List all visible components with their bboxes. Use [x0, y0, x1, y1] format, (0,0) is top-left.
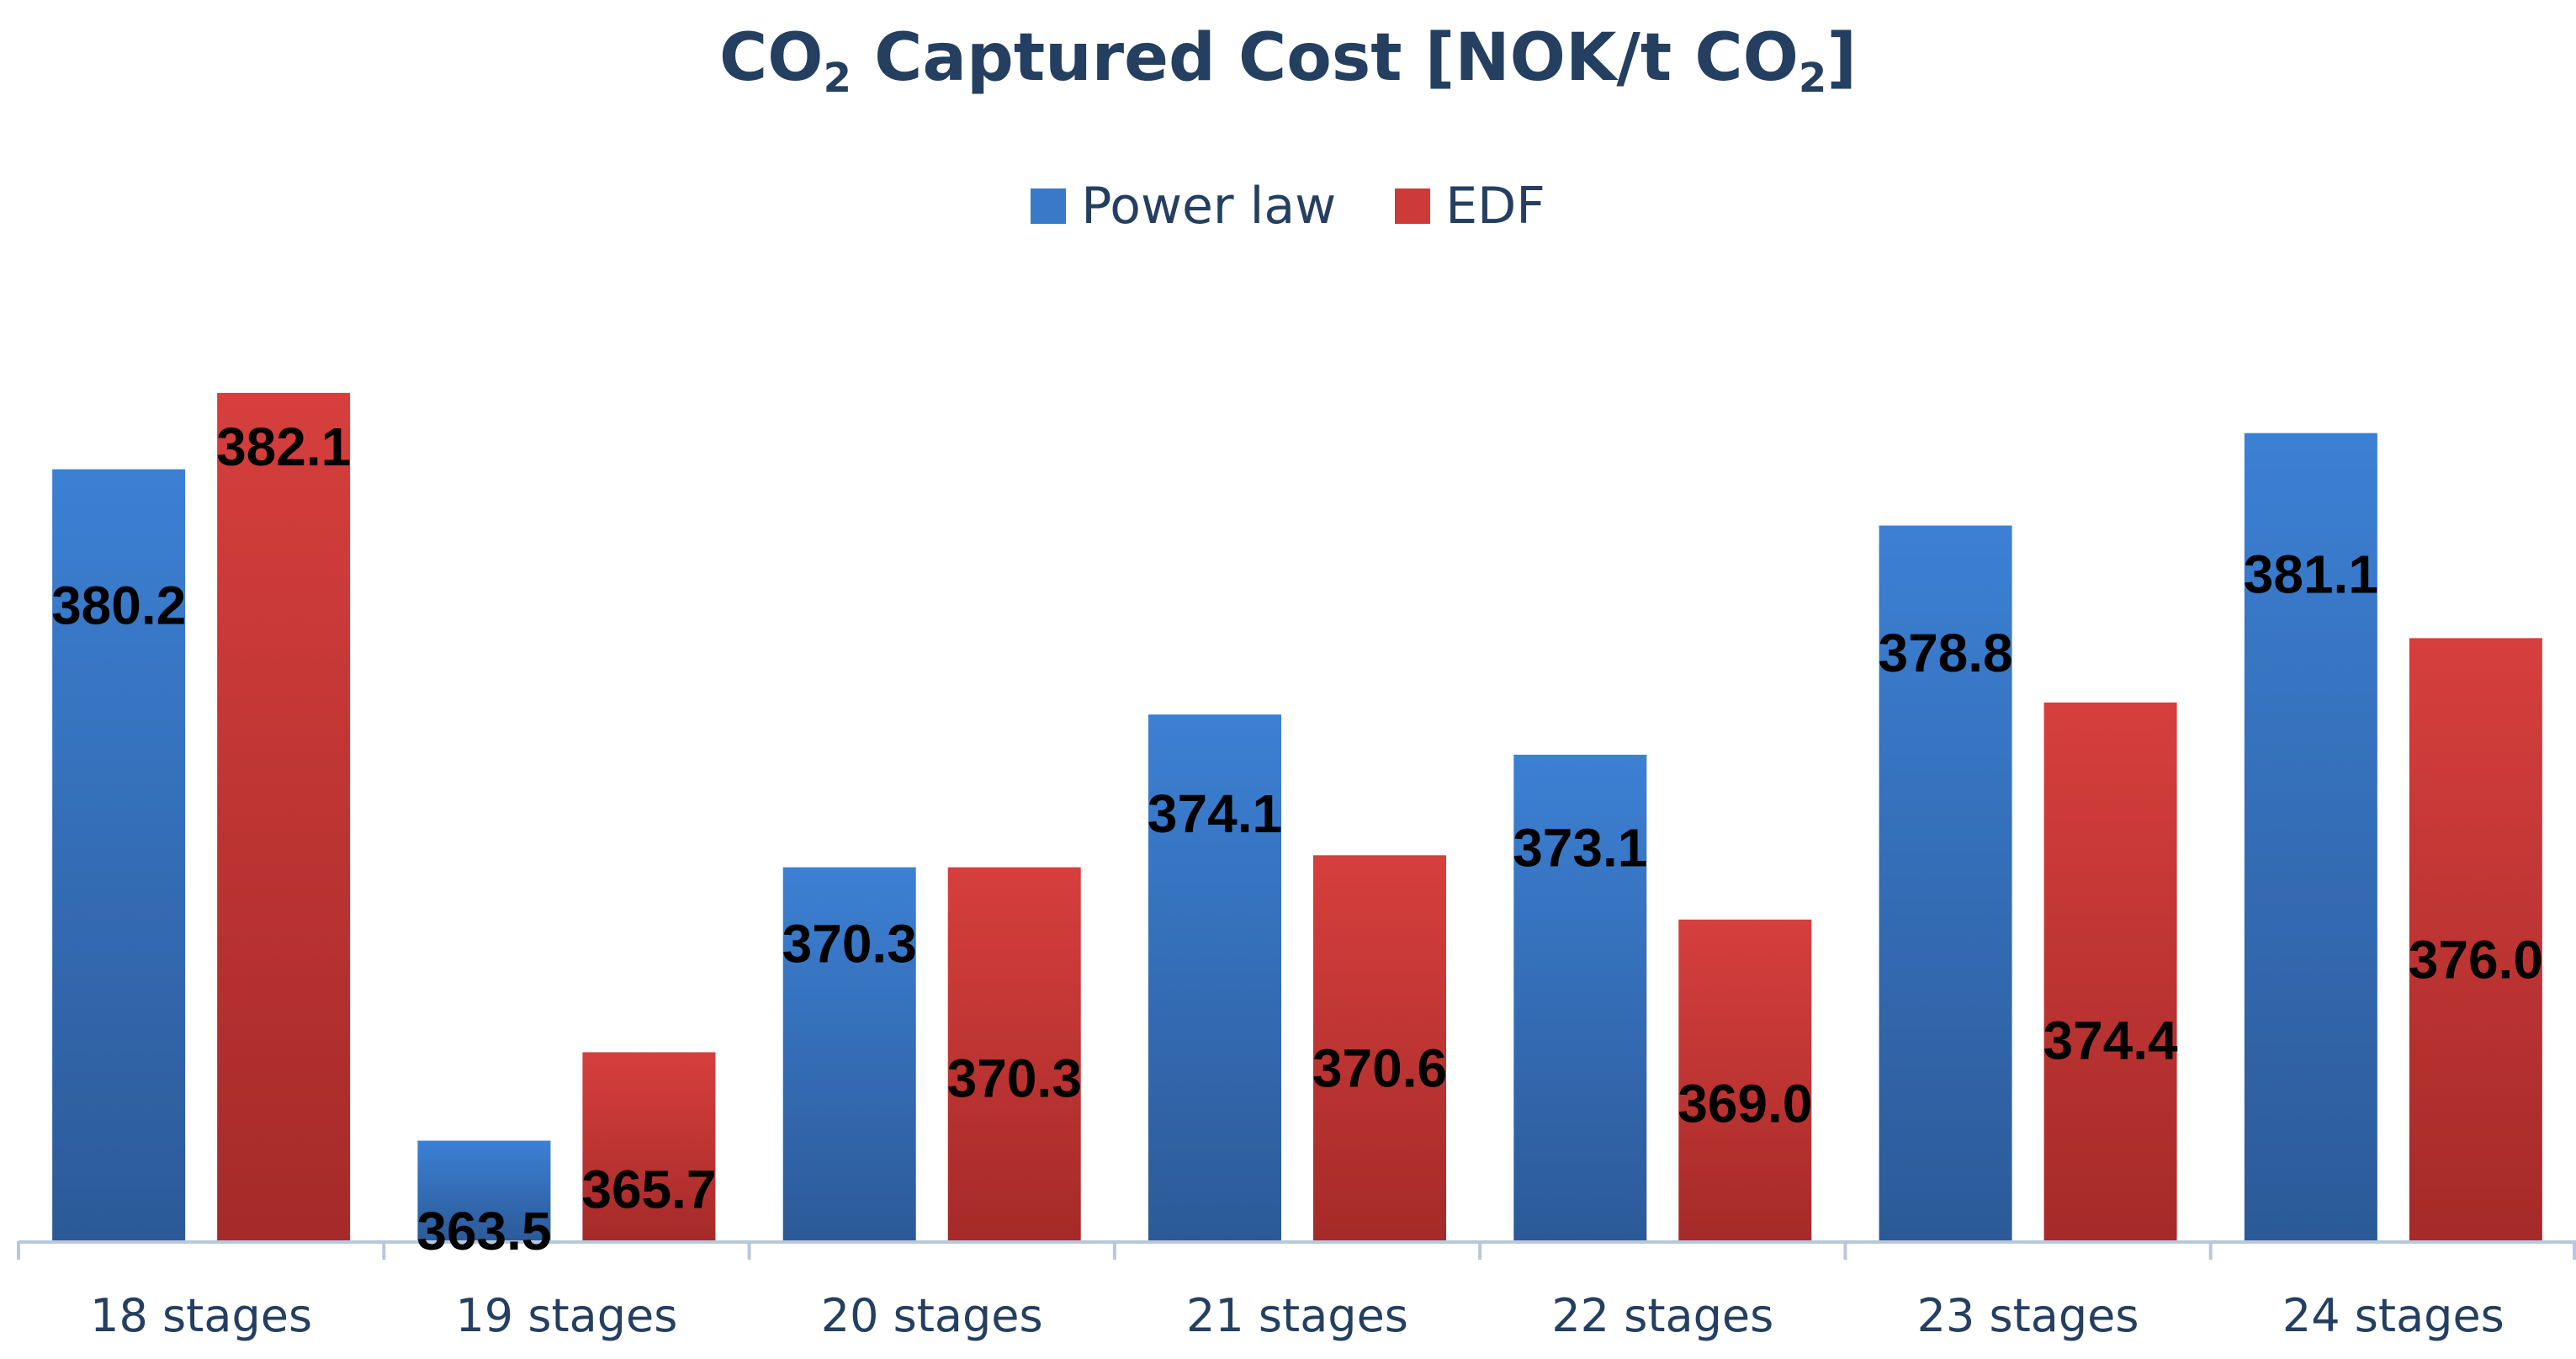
legend-item-edf: EDF — [1395, 177, 1545, 236]
x-axis: 18 stages 19 stages 20 stages 21 stages 22 s… — [17, 1240, 2576, 1342]
x-tick-label-24-stages: 24 stages — [2282, 1289, 2504, 1342]
value-label-edf-21-stages: 370.6 — [1312, 1038, 1447, 1099]
value-label-power-law-19-stages: 363.5 — [416, 1201, 551, 1261]
x-tick-label-23-stages: 23 stages — [1917, 1289, 2139, 1342]
value-label-power-law-23-stages: 378.8 — [1878, 623, 2012, 683]
chart-title: CO2 Captured Cost [NOK/t CO2] — [719, 20, 1857, 102]
bar-power-law-18-stages — [52, 469, 186, 1241]
bar-power-law-23-stages — [1879, 525, 2012, 1241]
bar-edf-21-stages — [1313, 855, 1446, 1241]
legend-label-power-law: Power law — [1081, 177, 1337, 236]
value-label-edf-18-stages: 382.1 — [216, 417, 351, 477]
bar-power-law-21-stages — [1148, 714, 1281, 1241]
legend: Power law EDF — [0, 177, 2576, 236]
legend-item-power-law: Power law — [1031, 177, 1336, 236]
bar-edf-24-stages — [2409, 638, 2542, 1241]
bar-edf-22-stages — [1678, 919, 1812, 1241]
x-tick-label-18-stages: 18 stages — [90, 1289, 312, 1342]
value-label-edf-19-stages: 365.7 — [581, 1160, 716, 1220]
value-label-power-law-20-stages: 370.3 — [782, 913, 917, 974]
value-labels-group: 380.2 382.1 363.5 365.7 370.3 370.3 374.1 370.6… — [51, 417, 2543, 1261]
value-label-power-law-24-stages: 381.1 — [2244, 544, 2378, 605]
value-label-edf-23-stages: 374.4 — [2043, 1011, 2178, 1071]
bar-power-law-19-stages — [417, 1140, 551, 1241]
bar-edf-20-stages — [947, 867, 1081, 1241]
x-tick-label-19-stages: 19 stages — [455, 1289, 677, 1342]
bar-power-law-22-stages — [1513, 754, 1647, 1241]
legend-swatch-edf — [1395, 188, 1431, 224]
x-tick-label-20-stages: 20 stages — [821, 1289, 1043, 1342]
value-label-power-law-18-stages: 380.2 — [51, 575, 186, 635]
value-label-edf-20-stages: 370.3 — [947, 1048, 1082, 1108]
value-label-power-law-21-stages: 374.1 — [1148, 783, 1282, 844]
x-tick-label-22-stages: 22 stages — [1551, 1289, 1773, 1342]
value-label-edf-22-stages: 369.0 — [1678, 1074, 1812, 1134]
bars-group — [52, 392, 2542, 1241]
legend-label-edf: EDF — [1445, 177, 1545, 236]
x-tick-label-21-stages: 21 stages — [1186, 1289, 1408, 1342]
value-label-power-law-22-stages: 373.1 — [1513, 818, 1647, 879]
bar-edf-18-stages — [217, 392, 351, 1241]
value-label-edf-24-stages: 376.0 — [2409, 930, 2543, 990]
bar-power-law-24-stages — [2244, 433, 2377, 1241]
bar-power-law-20-stages — [782, 867, 916, 1241]
legend-swatch-power-law — [1031, 188, 1067, 224]
bar-edf-19-stages — [582, 1052, 716, 1241]
bar-edf-23-stages — [2043, 702, 2177, 1241]
